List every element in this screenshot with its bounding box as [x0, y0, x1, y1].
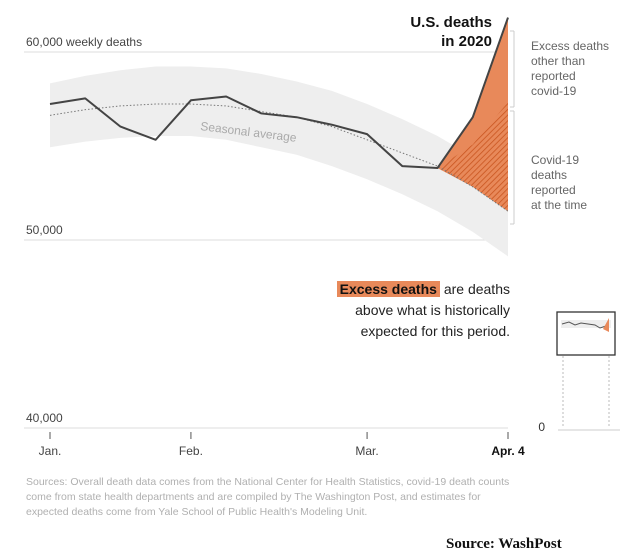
annot-excess-3: reported — [531, 69, 576, 83]
deaths-line — [49, 17, 509, 169]
excess-highlight: Excess deaths — [336, 281, 440, 297]
excess-explain-3: expected for this period. — [360, 323, 510, 339]
x-tick-label-3: Apr. 4 — [491, 444, 525, 458]
annot-covid-2: deaths — [531, 168, 567, 182]
annot-excess-1: Excess deaths — [531, 39, 609, 53]
y-tick-label-0: 60,000 weekly deaths — [26, 35, 142, 49]
covid-reported-area — [437, 102, 508, 212]
chart: 60,000 weekly deaths 50,000 40,000 Jan. Feb… — [24, 14, 620, 458]
excess-explain-1: are deaths — [439, 281, 510, 297]
x-tick-label-0: Jan. — [39, 444, 62, 458]
sources-note: Sources: Overall death data comes from t… — [26, 476, 510, 518]
chart-title-line2: in 2020 — [441, 33, 492, 50]
mini-axis-zero: 0 — [538, 420, 545, 434]
annotation-bracket-excess — [510, 30, 515, 108]
x-tick-label-1: Feb. — [179, 444, 203, 458]
x-tick-label-2: Mar. — [355, 444, 378, 458]
excess-explain-2: above what is historically — [355, 302, 510, 318]
annotation-bracket-covid — [510, 110, 515, 225]
annot-excess-4: covid-19 — [531, 84, 577, 98]
annot-excess-2: other than — [531, 54, 585, 68]
chart-title-line1: U.S. deaths — [410, 14, 492, 31]
annot-covid-1: Covid-19 — [531, 153, 579, 167]
annot-covid-3: reported — [531, 183, 576, 197]
annot-covid-4: at the time — [531, 198, 587, 212]
mini-chart: 0 — [538, 311, 620, 434]
y-tick-label-2: 40,000 — [26, 411, 63, 425]
seasonal-band — [50, 66, 508, 257]
y-tick-label-1: 50,000 — [26, 223, 63, 237]
excess-explanation: Excess deaths are deaths above what is h… — [300, 279, 510, 342]
source-credit: Source: WashPost — [446, 536, 562, 552]
